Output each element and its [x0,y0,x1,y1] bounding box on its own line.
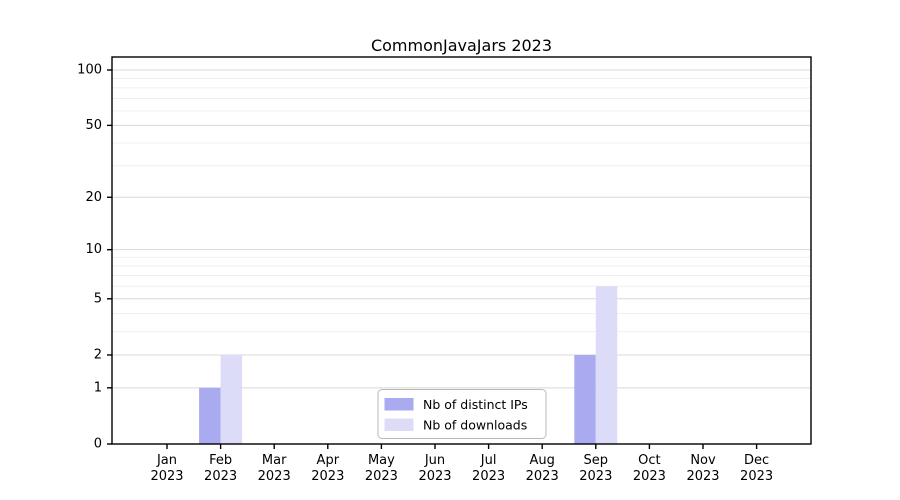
x-tick-label-year: 2023 [311,469,344,484]
x-tick-label-year: 2023 [258,469,291,484]
x-tick-label-month: Oct [638,453,660,468]
legend-swatch [384,418,414,431]
bar-distinct-ips [199,387,221,444]
x-tick-label-month: Nov [690,453,716,468]
legend-label: Nb of downloads [423,418,527,433]
y-tick-label: 20 [85,190,102,205]
chart-title: CommonJavaJars 2023 [371,36,552,55]
x-tick-label-year: 2023 [633,469,666,484]
x-tick-label-year: 2023 [526,469,559,484]
x-tick-label-year: 2023 [740,469,773,484]
x-tick-label-month: Dec [744,453,769,468]
bar-downloads [595,286,618,444]
x-tick-label-month: May [368,453,395,468]
plot-border [111,56,812,445]
y-tick-label: 1 [94,380,102,395]
x-tick-label-month: Feb [209,453,232,468]
x-tick-label-year: 2023 [472,469,505,484]
y-tick-label: 10 [85,242,102,257]
y-tick-label: 100 [77,63,102,78]
x-tick-label-year: 2023 [418,469,451,484]
y-tick-label: 0 [94,437,102,452]
legend-label: Nb of distinct IPs [423,397,528,412]
x-tick-label-year: 2023 [204,469,237,484]
x-tick-label-month: Jul [480,453,497,468]
x-tick-label-month: Apr [317,453,340,468]
legend-swatch [384,398,414,411]
x-tick-label-year: 2023 [686,469,719,484]
x-tick-label-month: Sep [584,453,609,468]
bar-distinct-ips [574,354,596,444]
y-tick-label: 50 [85,118,102,133]
x-tick-label-year: 2023 [365,469,398,484]
x-tick-label-month: Jan [156,453,177,468]
x-tick-label-year: 2023 [579,469,612,484]
y-tick-label: 5 [94,291,102,306]
x-tick-label-month: Jun [424,453,445,468]
x-tick-label-month: Mar [262,453,287,468]
legend-box [377,389,547,439]
bar-downloads [220,354,243,444]
x-tick-label-year: 2023 [150,469,183,484]
x-tick-label-month: Aug [530,453,555,468]
y-tick-label: 2 [94,347,102,362]
